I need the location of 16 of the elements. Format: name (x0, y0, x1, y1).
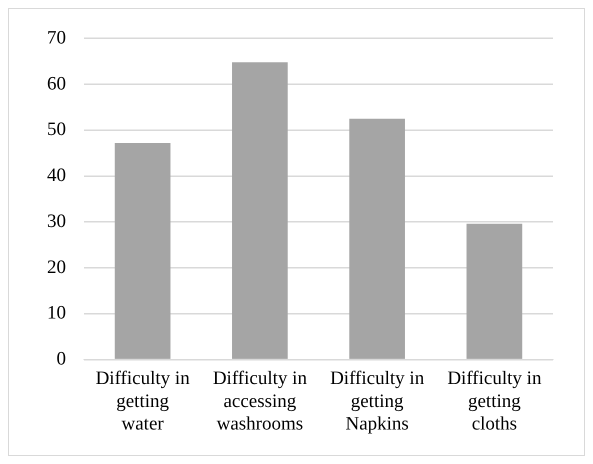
bar (232, 62, 288, 359)
x-tick-label: Difficulty in accessing washrooms (212, 368, 308, 435)
x-tick-label: Difficulty in getting Napkins (330, 368, 425, 435)
y-tick-label: 30 (47, 210, 66, 232)
bar (114, 143, 170, 359)
y-tick-label: 20 (47, 256, 66, 278)
bar (349, 118, 405, 359)
x-tick-label: Difficulty in getting water (96, 368, 190, 435)
x-tick-label: Difficulty in getting cloths (447, 368, 542, 435)
y-tick-label: 40 (47, 165, 66, 186)
y-tick-label: 0 (56, 348, 66, 370)
y-tick-label: 60 (47, 73, 66, 94)
y-tick-label: 50 (47, 119, 66, 140)
y-tick-label: 10 (47, 302, 66, 324)
y-tick-label: 70 (47, 27, 66, 48)
bar (466, 224, 522, 359)
